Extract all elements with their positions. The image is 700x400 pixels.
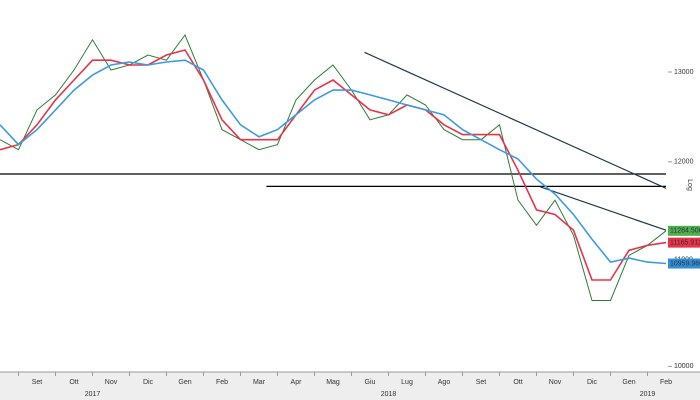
x-tick-label: Mar: [253, 379, 266, 386]
last-value-label: 10959.9609: [670, 260, 700, 267]
x-axis-band: [0, 372, 700, 400]
y-tick-label: 13000: [674, 69, 694, 76]
y-tick-label: 12000: [674, 159, 694, 166]
x-tick-label: Feb: [216, 379, 228, 386]
x-tick-label: Mag: [326, 379, 340, 386]
series-line: [0, 49, 667, 281]
series-line: [0, 33, 667, 301]
year-label: 2017: [85, 391, 101, 398]
x-tick-label: Apr: [291, 379, 303, 386]
x-tick-label: Nov: [549, 379, 562, 386]
series-line: [0, 59, 667, 265]
scale-label: Log: [686, 179, 693, 191]
x-tick-label: Dic: [587, 379, 598, 386]
trend-line: [540, 186, 667, 231]
last-value-box: [668, 237, 700, 248]
year-label: 2019: [640, 391, 656, 398]
last-value-box: [668, 258, 700, 269]
last-value-box: [668, 225, 700, 236]
x-tick-label: Gen: [622, 379, 635, 386]
x-tick-label: Ott: [513, 379, 522, 386]
year-label: 2018: [381, 391, 397, 398]
last-value-label: 11165.9121: [670, 239, 700, 246]
x-tick-label: Set: [32, 379, 43, 386]
x-tick-label: Dic: [143, 379, 154, 386]
trend-line: [364, 51, 667, 189]
x-tick-label: Gen: [178, 379, 191, 386]
x-tick-label: Lug: [401, 379, 413, 386]
x-tick-label: Ago: [438, 379, 451, 386]
y-tick-label: 10000: [674, 363, 694, 370]
x-tick-label: Feb: [660, 379, 672, 386]
x-tick-label: Giu: [365, 379, 376, 386]
x-tick-label: Nov: [105, 379, 118, 386]
last-value-label: 11284.5000: [670, 228, 700, 235]
x-tick-label: Ott: [69, 379, 78, 386]
x-tick-label: Set: [476, 379, 487, 386]
